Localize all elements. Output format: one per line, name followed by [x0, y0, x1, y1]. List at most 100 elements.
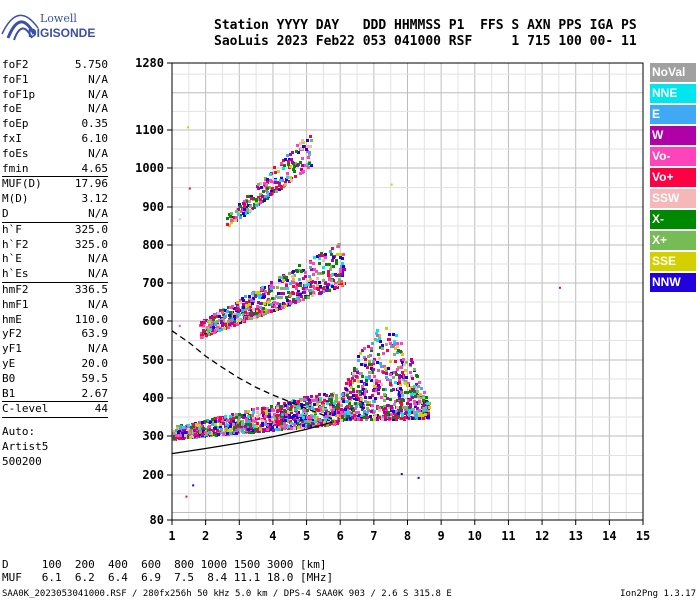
echo-point: [300, 168, 303, 171]
echo-point: [225, 312, 228, 315]
echo-point: [292, 278, 295, 281]
echo-point: [365, 414, 368, 417]
echo-point: [280, 428, 283, 431]
echo-point: [324, 253, 327, 256]
echo-point: [278, 281, 281, 284]
echo-point: [274, 171, 277, 174]
echo-point: [419, 412, 422, 415]
echo-point: [232, 431, 235, 434]
x-tick-label: 7: [370, 529, 377, 543]
echo-point: [264, 177, 267, 180]
echo-point: [287, 163, 290, 166]
echo-point: [400, 366, 403, 369]
echo-point: [289, 408, 292, 411]
echo-point: [342, 253, 345, 256]
echo-point: [306, 396, 309, 399]
echo-point: [406, 391, 409, 394]
echo-point: [363, 413, 366, 416]
y-tick-label: 200: [142, 468, 164, 482]
echo-point: [290, 405, 293, 408]
param-label: h`F2: [2, 237, 29, 251]
echo-point: [388, 406, 391, 409]
echo-point: [361, 375, 364, 378]
param-value: 0.35: [81, 117, 109, 131]
echo-point: [335, 394, 338, 397]
echo-point: [364, 358, 367, 361]
echo-point: [290, 422, 293, 425]
echo-point: [295, 400, 298, 403]
echo-point: [404, 412, 407, 415]
echo-point: [414, 403, 417, 406]
echo-point: [181, 435, 184, 438]
echo-point: [256, 308, 259, 311]
param-label: foF1p: [2, 87, 36, 101]
echo-point: [418, 397, 421, 400]
echo-point: [256, 310, 259, 313]
echo-point: [418, 414, 421, 417]
echo-point: [241, 309, 244, 312]
echo-point: [268, 409, 271, 412]
param-value: 63.9: [81, 327, 109, 341]
echo-point: [385, 372, 388, 375]
echo-point: [310, 416, 313, 419]
echo-point: [257, 183, 260, 186]
echo-point: [355, 418, 358, 421]
echo-point: [427, 410, 430, 413]
echo-point: [348, 399, 351, 402]
param-value: 59.5: [81, 371, 109, 385]
echo-point: [372, 362, 375, 365]
echo-point: [244, 410, 247, 413]
echo-point: [389, 373, 392, 376]
echo-point: [263, 409, 266, 412]
echo-point: [300, 418, 303, 421]
version-label: Ion2Png 1.3.17: [620, 589, 696, 599]
echo-point: [280, 177, 283, 180]
echo-point: [234, 219, 237, 222]
echo-point: [386, 397, 389, 400]
echo-point: [428, 406, 431, 409]
echo-point: [211, 418, 214, 421]
echo-point: [325, 415, 328, 418]
echo-point: [179, 425, 182, 428]
echo-point: [175, 434, 178, 437]
echo-point: [229, 422, 232, 425]
echo-point: [225, 427, 228, 430]
echo-point: [392, 333, 395, 336]
echo-point: [388, 417, 391, 420]
auto-scaling-line: Auto:: [2, 425, 36, 439]
echo-point: [213, 433, 216, 436]
echo-point: [194, 433, 197, 436]
echo-point: [239, 205, 242, 208]
echo-point: [209, 421, 212, 424]
echo-point: [331, 285, 334, 288]
echo-point: [315, 395, 318, 398]
echo-point: [218, 319, 221, 322]
echo-point: [201, 433, 204, 436]
echo-point: [367, 345, 370, 348]
echo-point: [293, 170, 296, 173]
echo-point: [422, 395, 425, 398]
echo-point: [275, 295, 278, 298]
echo-point: [367, 355, 370, 358]
echo-point: [233, 313, 236, 316]
echo-point: [305, 425, 308, 428]
echo-point: [327, 421, 330, 424]
echo-point: [331, 409, 334, 412]
echo-point: [280, 162, 283, 165]
echo-point: [381, 347, 384, 350]
echo-point: [425, 409, 428, 412]
param-label: hmF1: [2, 297, 29, 311]
echo-point: [376, 386, 379, 389]
echo-point: [289, 165, 292, 168]
echo-point: [400, 375, 403, 378]
echo-point: [271, 418, 274, 421]
echo-point: [282, 425, 285, 428]
echo-point: [280, 186, 283, 189]
echo-point: [268, 310, 271, 313]
echo-point: [410, 386, 413, 389]
echo-point: [276, 404, 279, 407]
echo-point: [235, 216, 238, 219]
echo-point: [328, 289, 331, 292]
echo-point: [365, 376, 368, 379]
echo-point: [385, 409, 388, 412]
